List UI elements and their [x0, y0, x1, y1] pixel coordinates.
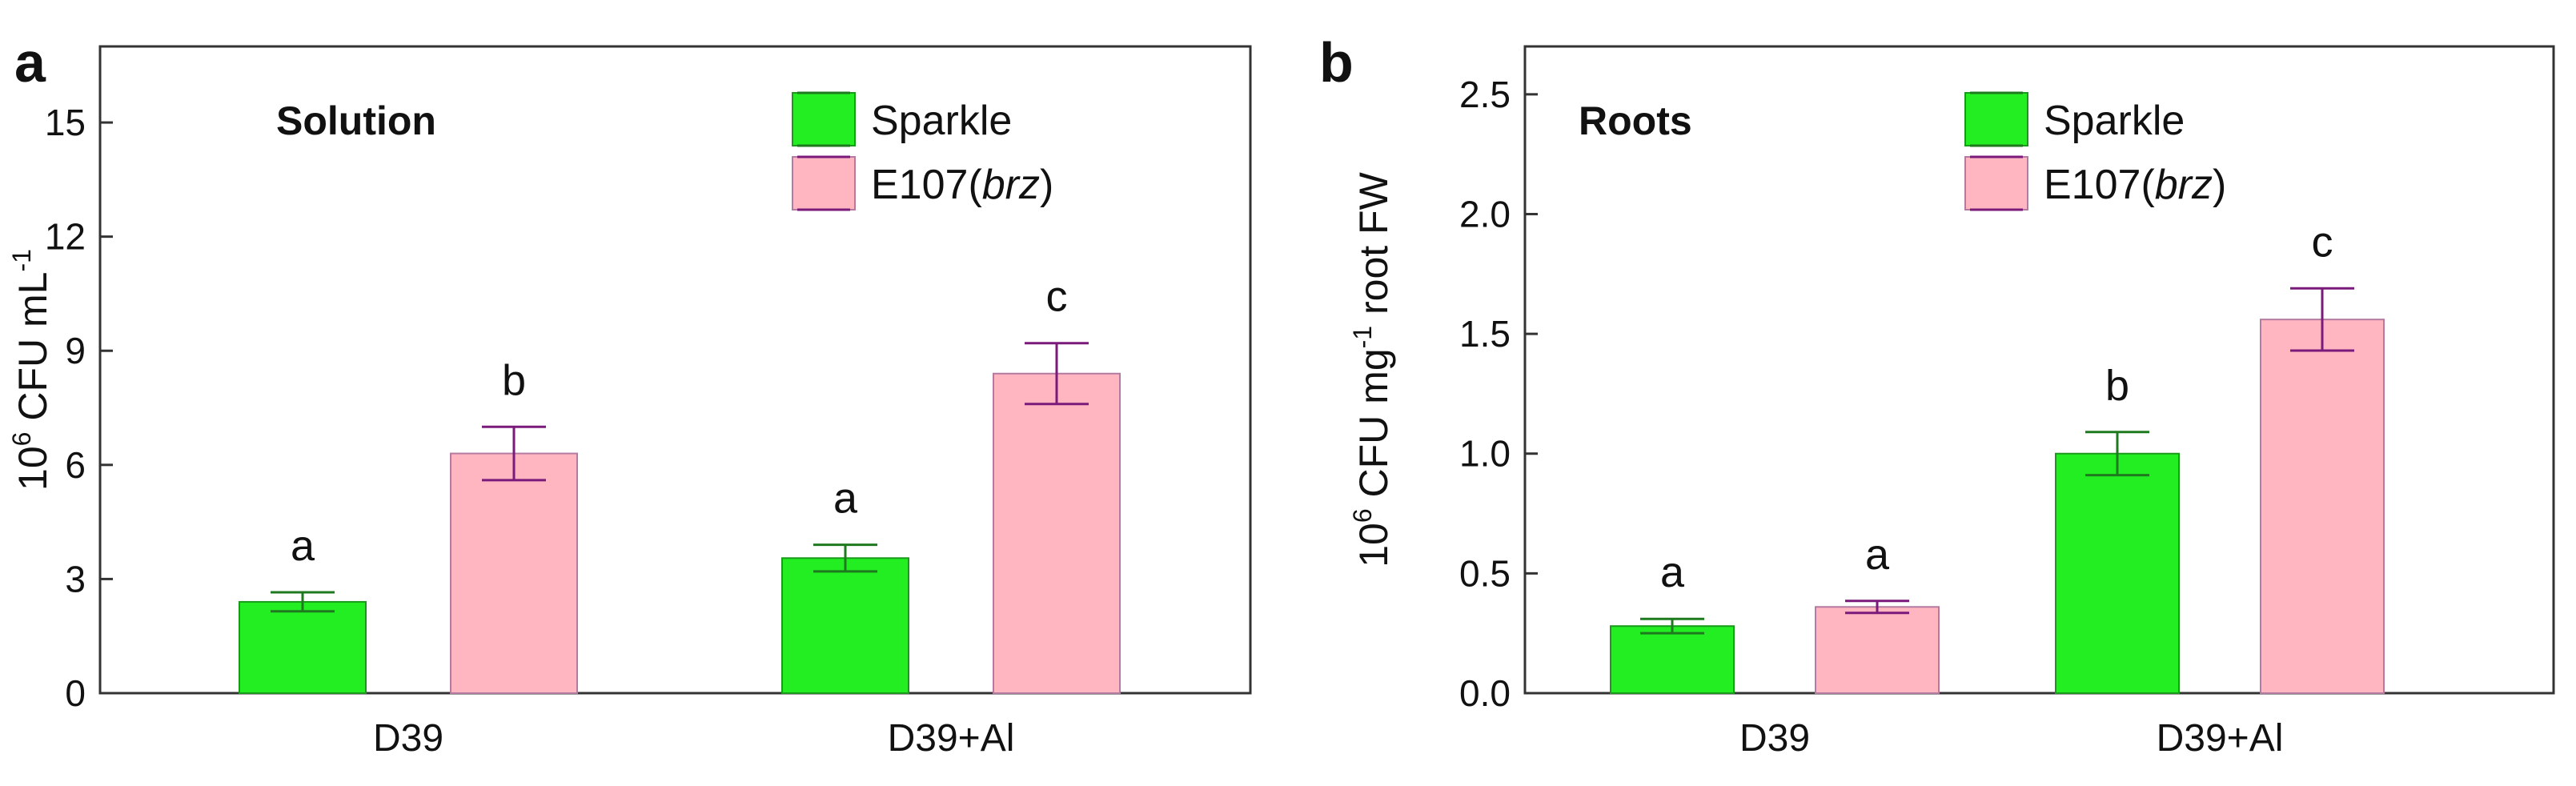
significance-letter: a	[833, 475, 858, 523]
y-axis-label: 106 CFU mg-1 root FW	[1348, 171, 1396, 567]
y-tick-label: 2.5	[1459, 74, 1511, 115]
bar	[239, 600, 367, 694]
y-tick-label: 0.5	[1459, 552, 1511, 594]
bar	[781, 557, 909, 694]
x-tick-label: D39	[373, 717, 443, 760]
significance-letter: a	[1660, 548, 1685, 596]
legend-label-suffix: )	[1040, 162, 1053, 208]
y-label-exp: 6	[7, 432, 36, 447]
significance-letter: c	[1046, 273, 1068, 321]
y-tick-label: 15	[45, 102, 86, 143]
legend-label-name: E107(	[2044, 162, 2155, 208]
y-tick-label: 1.5	[1459, 313, 1511, 355]
chart-panel-a: a 0 3 6 9 12 15 106 CFU mL-1 D39 D39+Al a a b c Soluti…	[7, 31, 1252, 760]
legend-label-suffix: )	[2213, 162, 2226, 208]
bar	[1815, 606, 1940, 694]
y-axis-label: 106 CFU mL-1	[7, 249, 55, 491]
legend-label-italic: brz	[982, 162, 1040, 208]
significance-letter: c	[2312, 218, 2333, 266]
y-label-exp: 6	[1348, 508, 1377, 523]
x-tick-label: D39	[1739, 717, 1810, 760]
y-tick-label: 6	[65, 444, 86, 486]
legend-label-italic: brz	[2155, 162, 2213, 208]
legend-label: Sparkle	[871, 98, 1012, 144]
x-tick-label: D39+Al	[2157, 717, 2284, 760]
legend-swatch	[1964, 92, 2028, 146]
bar	[2055, 452, 2180, 694]
panel-label: a	[14, 31, 46, 94]
legend-swatch	[792, 92, 856, 146]
bar	[2260, 319, 2385, 694]
y-label-base: 10	[10, 446, 55, 491]
y-label-base: 10	[1351, 523, 1396, 567]
legend-label: E107(brz)	[2044, 162, 2226, 208]
chart-title: Solution	[276, 98, 436, 143]
legend-label: Sparkle	[2044, 98, 2185, 144]
y-tick-label: 1.0	[1459, 433, 1511, 475]
y-label-unit: CFU mg	[1351, 348, 1396, 508]
y-label-tail: root FW	[1351, 171, 1396, 325]
chart-title: Roots	[1579, 98, 1692, 143]
x-tick-label: D39+Al	[888, 717, 1015, 760]
legend-swatch	[792, 156, 856, 211]
legend-label-name: E107(	[871, 162, 982, 208]
plot-frame	[1523, 45, 2555, 695]
bar	[450, 452, 578, 694]
y-label-unit-exp: -1	[1348, 326, 1377, 348]
y-tick-label: 2.0	[1459, 193, 1511, 235]
legend-label-name: Sparkle	[871, 98, 1012, 144]
significance-letter: b	[2105, 362, 2129, 410]
bar	[1610, 625, 1735, 694]
legend-swatch	[1964, 156, 2028, 211]
significance-letter: a	[291, 522, 315, 570]
y-label-unit: CFU mL	[10, 272, 55, 432]
y-tick-label: 12	[45, 216, 86, 258]
panel-label: b	[1319, 31, 1354, 94]
y-tick-label: 9	[65, 330, 86, 371]
y-tick-label: 0	[65, 672, 86, 714]
bar	[993, 372, 1121, 694]
y-tick-label: 0.0	[1459, 672, 1511, 714]
chart-panel-b: b 0.0 0.5 1.0 1.5 2.0 2.5 106 CFU mg-1 root FW D…	[1319, 31, 2555, 760]
significance-letter: a	[1865, 531, 1890, 579]
significance-letter: b	[502, 356, 526, 404]
plot-frame	[98, 45, 1252, 695]
y-label-unit-exp: -1	[7, 249, 36, 271]
legend-label-name: Sparkle	[2044, 98, 2185, 144]
legend-label: E107(brz)	[871, 162, 1053, 208]
y-tick-label: 3	[65, 558, 86, 600]
